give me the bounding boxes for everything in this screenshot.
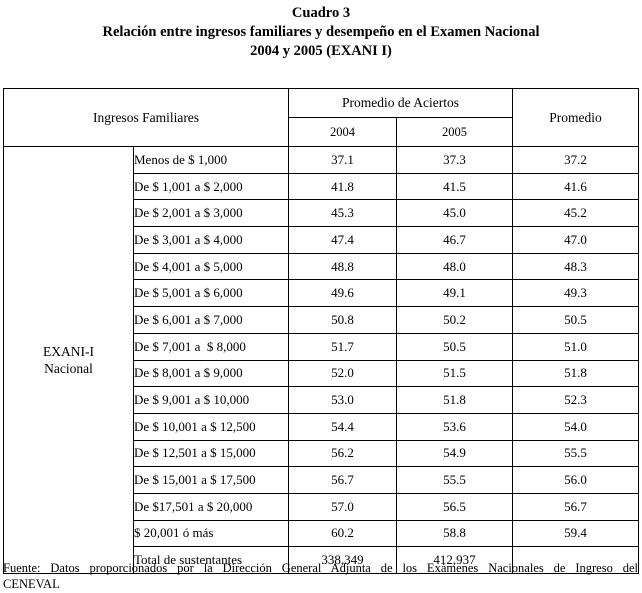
cell-value-2004: 45.3 [288,199,398,228]
header-row-secondary: 2004 2005 [4,117,639,147]
cell-value-2004: 56.7 [288,466,398,494]
cell-income-bracket: De $ 10,001 a $ 12,500 [132,412,290,441]
table-row: De $ 8,001 a $ 9,000 52.0 51.5 51.8 [4,359,640,388]
cell-income-bracket: De $ 8,001 a $ 9,000 [132,359,290,388]
cell-value-2004: 47.4 [288,226,398,254]
cell-value-2005: 50.5 [396,332,514,361]
table-title: Cuadro 3 Relación entre ingresos familia… [0,0,642,61]
cell-value-promedio: 52.3 [512,386,640,414]
source-note-line-1: Fuente: Datos proporcionados por la Dire… [3,561,638,575]
cell-value-2004: 56.2 [288,439,398,468]
cell-value-2005: 53.6 [396,412,514,441]
source-note-line-2: CENEVAL [3,577,60,591]
cell-income-bracket: De $ 7,001 a $ 8,000 [132,332,290,361]
cell-value-2004: 37.1 [288,146,398,174]
cell-value-2004: 60.2 [288,519,398,548]
cell-value-2004: 49.6 [288,279,398,308]
table-row: De $ 3,001 a $ 4,000 47.4 46.7 47.0 [4,226,640,254]
table-header: Ingresos Familiares Promedio de Aciertos… [2,88,640,147]
header-promedio-de-aciertos: Promedio de Aciertos [288,88,514,118]
header-row-primary: Ingresos Familiares Promedio de Aciertos… [2,88,640,147]
cell-value-2005: 58.8 [396,519,514,548]
cell-value-2005: 37.3 [396,146,514,174]
cell-value-promedio: 54.0 [512,412,640,441]
cell-income-bracket: De $ 5,001 a $ 6,000 [132,279,290,308]
cell-value-2005: 41.5 [396,172,514,201]
row-group-label-exani-i-nacional: EXANI-I Nacional [3,146,134,574]
cell-income-bracket: De $ 3,001 a $ 4,000 [132,226,290,254]
cell-value-promedio: 50.5 [512,306,640,334]
cell-value-2004: 52.0 [288,359,398,388]
cell-value-2005: 50.2 [396,306,514,334]
cell-value-2004: 54.4 [288,412,398,441]
cell-value-promedio: 48.3 [512,252,640,281]
cell-value-2005: 51.8 [396,386,514,414]
cell-income-bracket: De $ 9,001 a $ 10,000 [132,386,290,414]
data-table-container: Ingresos Familiares Promedio de Aciertos… [2,88,640,574]
table-row: De $ 7,001 a $ 8,000 51.7 50.5 51.0 [4,332,640,361]
table-row: De $17,501 a $ 20,000 57.0 56.5 56.7 [4,492,640,521]
cell-value-promedio: 56.0 [512,466,640,494]
cell-value-2004: 53.0 [288,386,398,414]
cell-value-promedio: 47.0 [512,226,640,254]
cell-value-promedio: 55.5 [512,439,640,468]
cell-value-promedio: 59.4 [512,519,640,548]
cell-value-2004: 48.8 [288,252,398,281]
cell-value-2004: 51.7 [288,332,398,361]
cell-value-2004: 50.8 [288,306,398,334]
header-ingresos-familiares: Ingresos Familiares [2,88,290,147]
cell-income-bracket: De $ 6,001 a $ 7,000 [132,306,290,334]
cell-value-2004: 41.8 [288,172,398,201]
title-line-2: Relación entre ingresos familiares y des… [102,24,540,40]
cell-value-2005: 46.7 [396,226,514,254]
table-body: EXANI-I Nacional Menos de $ 1,000 37.1 37.3 3… [3,146,640,574]
header-year-2005: 2005 [396,117,514,147]
cell-income-bracket: De $ 2,001 a $ 3,000 [132,199,290,228]
row-group-label-line-1: EXANI-I [43,344,94,359]
cell-value-promedio [512,546,640,574]
data-table: Ingresos Familiares Promedio de Aciertos… [2,88,640,574]
title-line-3: 2004 y 2005 (EXANI I) [250,43,392,59]
title-line-1: Cuadro 3 [291,5,351,21]
cell-value-2004: 338,349 [288,546,398,574]
table-row: De $ 4,001 a $ 5,000 48.8 48.0 48.3 [4,252,640,281]
cell-income-bracket: Menos de $ 1,000 [132,146,290,174]
cell-value-2005: 49.1 [396,279,514,308]
cell-value-promedio: 56.7 [512,492,640,521]
cell-value-promedio: 37.2 [512,146,640,174]
header-promedio: Promedio [512,88,640,147]
cell-value-2005: 54.9 [396,439,514,468]
cell-value-2005: 412,937 [396,546,514,574]
cell-income-bracket: De $17,501 a $ 20,000 [132,492,290,521]
table-row: De $ 9,001 a $ 10,000 53.0 51.8 52.3 [4,386,640,414]
table-source-note: Fuente: Datos proporcionados por la Dire… [3,560,638,592]
table-row: Total de sustentantes 338,349 412,937 [4,546,640,574]
cell-value-promedio: 49.3 [512,279,640,308]
table-row: De $ 15,001 a $ 17,500 56.7 55.5 56.0 [4,466,640,494]
table-row: EXANI-I Nacional Menos de $ 1,000 37.1 37.3 3… [3,146,640,574]
cell-value-promedio: 45.2 [512,199,640,228]
cell-income-bracket: De $ 4,001 a $ 5,000 [132,252,290,281]
cell-income-bracket: De $ 1,001 a $ 2,000 [132,172,290,201]
cell-value-promedio: 41.6 [512,172,640,201]
cell-value-2004: 57.0 [288,492,398,521]
cell-value-2005: 48.0 [396,252,514,281]
cell-income-bracket: De $ 12,501 a $ 15,000 [132,439,290,468]
table-row: $ 20,001 ó más 60.2 58.8 59.4 [4,519,640,548]
cell-income-bracket: De $ 15,001 a $ 17,500 [132,466,290,494]
row-group-label-line-2: Nacional [44,361,93,376]
table-row: De $ 1,001 a $ 2,000 41.8 41.5 41.6 [4,172,640,201]
cell-value-2005: 56.5 [396,492,514,521]
cell-value-2005: 55.5 [396,466,514,494]
table-row: De $ 2,001 a $ 3,000 45.3 45.0 45.2 [4,199,640,228]
cell-value-promedio: 51.0 [512,332,640,361]
cell-value-2005: 45.0 [396,199,514,228]
cell-income-bracket: $ 20,001 ó más [132,519,290,548]
cell-value-2005: 51.5 [396,359,514,388]
cell-income-bracket: Total de sustentantes [132,546,290,574]
table-row: De $ 10,001 a $ 12,500 54.4 53.6 54.0 [4,412,640,441]
header-year-2004: 2004 [288,117,398,147]
cell-value-promedio: 51.8 [512,359,640,388]
